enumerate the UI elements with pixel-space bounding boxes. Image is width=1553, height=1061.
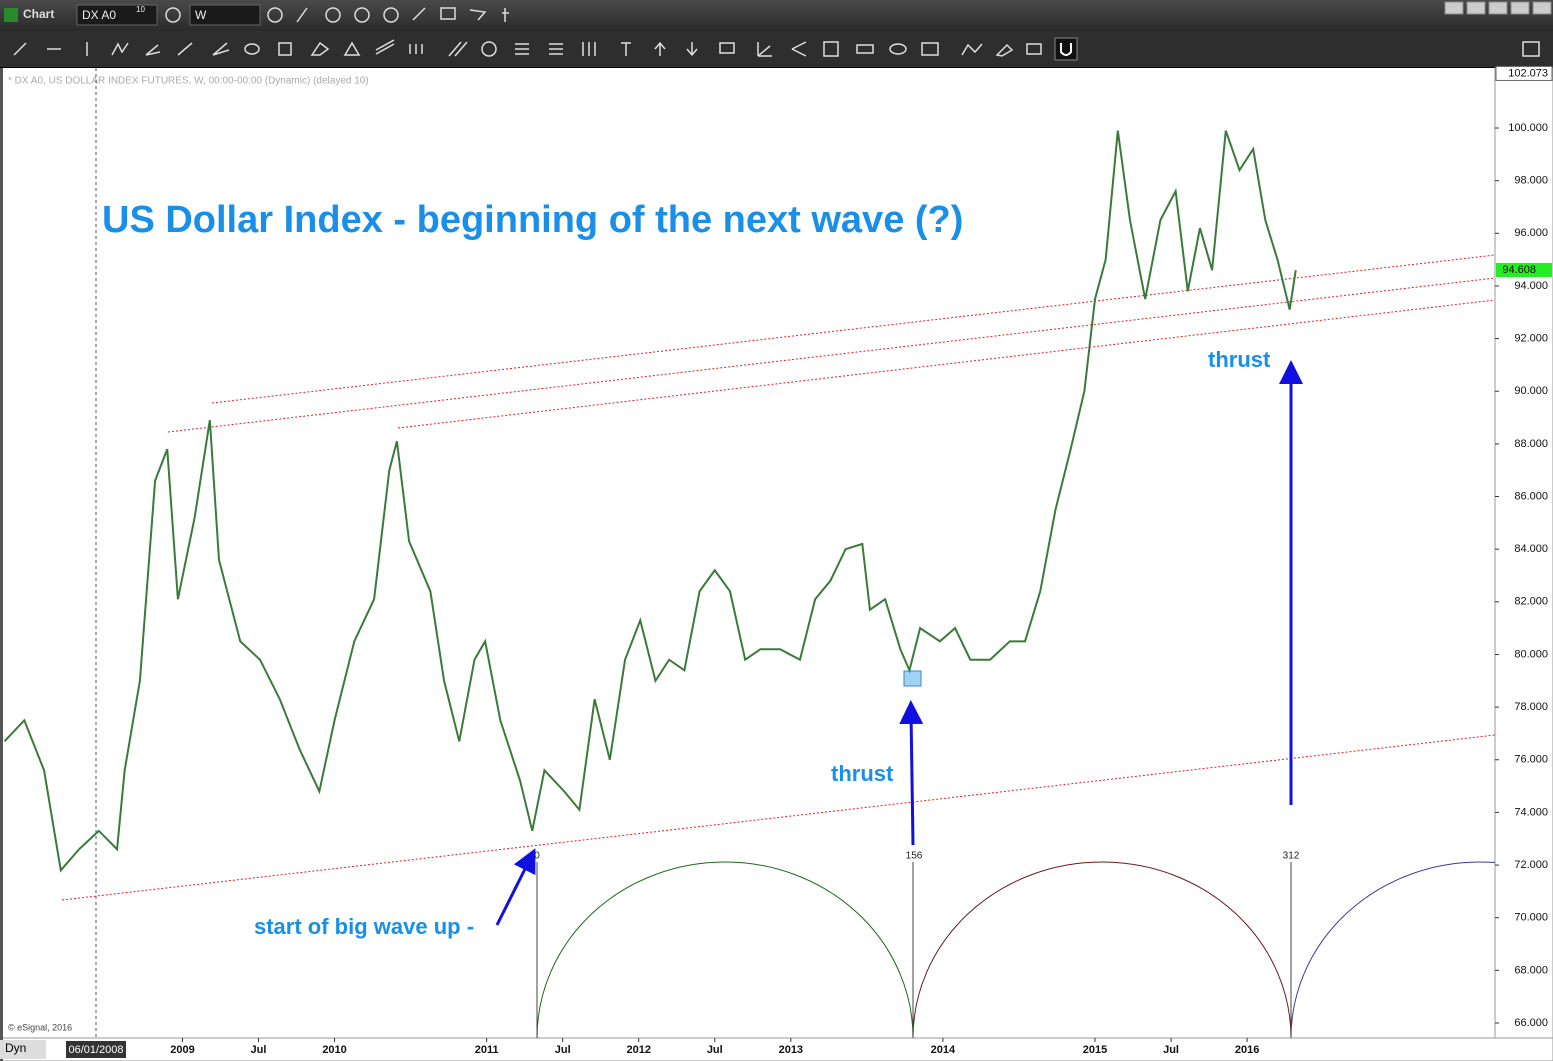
price-line — [3, 130, 1297, 873]
cursor-date-box — [66, 1041, 126, 1058]
y-tick-label: 84.000 — [1514, 543, 1548, 555]
trend-line — [211, 254, 1495, 404]
y-tick-label: 82.000 — [1514, 596, 1548, 608]
y-tick-label: 92.000 — [1514, 333, 1548, 345]
x-tick-label: 2015 — [1083, 1044, 1107, 1056]
x-tick-label: Jul — [555, 1044, 571, 1056]
x-tick-label: 2012 — [626, 1044, 650, 1056]
symbol-input[interactable] — [76, 4, 158, 26]
y-tick-label: 90.000 — [1514, 385, 1548, 397]
cycle-arc — [536, 861, 914, 1038]
last-price-box — [1496, 262, 1552, 277]
y-tick-label: 88.000 — [1514, 438, 1548, 450]
x-axis-panel — [0, 1037, 1553, 1061]
x-tick-label: 2010 — [322, 1044, 346, 1056]
annotation: thrust — [831, 761, 894, 786]
left-border — [0, 68, 3, 1061]
trend-line — [397, 299, 1495, 429]
symbol: DX A0 — [82, 8, 116, 22]
drawings — [61, 254, 1495, 1038]
mode: Dyn — [5, 1041, 26, 1055]
y-tick-label: 80.000 — [1514, 648, 1548, 660]
drawing-tools[interactable] — [13, 39, 1540, 57]
y-tick-label: 100.000 — [1508, 122, 1548, 134]
trend-line — [167, 277, 1495, 433]
highlight-box — [903, 670, 922, 687]
toolbar-icons[interactable] — [165, 7, 509, 23]
arrow — [495, 848, 536, 926]
app-icon — [4, 8, 18, 22]
annotation: thrust — [1208, 347, 1271, 372]
axis-top-box — [1495, 65, 1553, 81]
drawing-toolbar — [0, 31, 1553, 67]
cursor-date: 06/01/2008 — [68, 1044, 123, 1056]
last-price-label: 94.608 — [1502, 264, 1536, 276]
y-tick-label: 74.000 — [1514, 806, 1548, 818]
interval: W — [195, 8, 207, 22]
cycle-label: 0 — [534, 851, 540, 862]
arrows — [495, 360, 1303, 926]
magnet-icon — [1060, 43, 1072, 56]
y-tick-label: 66.000 — [1514, 1017, 1548, 1029]
cycle-label: 312 — [1283, 851, 1300, 862]
trend-line — [61, 734, 1495, 901]
x-tick-label: 2013 — [779, 1044, 803, 1056]
app-title: Chart — [23, 7, 54, 21]
y-axis-panel — [1494, 67, 1553, 1039]
y-tick-label: 98.000 — [1514, 175, 1548, 187]
y-tick-label: 78.000 — [1514, 701, 1548, 713]
copyright: © eSignal, 2016 — [8, 1022, 72, 1032]
x-tick-label: Jul — [1163, 1044, 1179, 1056]
chart-title: US Dollar Index - beginning of the next … — [102, 199, 963, 241]
plot-area — [3, 68, 1495, 1038]
x-tick-label: 2009 — [170, 1044, 194, 1056]
y-tick-label: 76.000 — [1514, 754, 1548, 766]
cycle-arc — [912, 861, 1292, 1038]
x-tick-label: 2014 — [931, 1044, 956, 1056]
x-tick-label: Jul — [707, 1044, 723, 1056]
annotation: start of big wave up - — [254, 914, 474, 939]
arrow — [899, 700, 924, 846]
y-tick-label: 86.000 — [1514, 490, 1548, 502]
y-tick-label: 94.000 — [1514, 280, 1548, 292]
interval-input[interactable] — [189, 4, 261, 26]
mode-box[interactable] — [0, 1040, 46, 1059]
y-tick-label: 72.000 — [1514, 859, 1548, 871]
axis-top-label: 102.073 — [1508, 67, 1548, 79]
magnet-tool[interactable] — [1054, 37, 1078, 61]
symbol-badge: 10 — [136, 5, 145, 14]
symbol-info: * DX A0, US DOLLAR INDEX FUTURES, W, 00:… — [8, 76, 369, 87]
x-tick-label: 2011 — [475, 1044, 499, 1056]
x-tick-label: 2016 — [1235, 1044, 1259, 1056]
cycle-arc — [1290, 861, 1495, 1038]
y-tick-label: 96.000 — [1514, 227, 1548, 239]
y-tick-label: 70.000 — [1514, 912, 1548, 924]
window-buttons[interactable] — [1444, 1, 1552, 15]
x-tick-label: Jul — [251, 1044, 267, 1056]
cycle-line — [536, 862, 1292, 1038]
cycle-label: 156 — [906, 851, 923, 862]
y-tick-label: 68.000 — [1514, 964, 1548, 976]
